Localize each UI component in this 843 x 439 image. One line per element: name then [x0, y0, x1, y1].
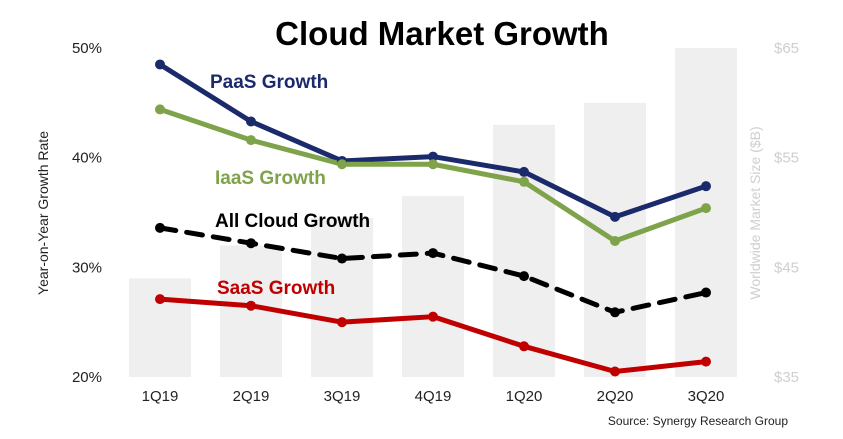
paas-series-label: PaaS Growth	[210, 72, 328, 93]
x-axis-ticks: 1Q19 2Q19 3Q19 4Q19 1Q20 2Q20 3Q20	[142, 388, 725, 405]
series-point-iaas-growth-3Q20	[701, 203, 711, 214]
x-tick-label: 3Q20	[688, 388, 725, 405]
series-point-iaas-growth-2Q19	[246, 135, 256, 146]
series-point-saas-growth-2Q20	[610, 366, 620, 377]
x-tick-label: 2Q20	[597, 388, 634, 405]
series-point-paas-growth-4Q19	[428, 151, 438, 162]
market-size-bar-1Q19	[129, 278, 191, 377]
y2-tick-label: $55	[774, 150, 799, 167]
series-point-iaas-growth-1Q20	[519, 176, 529, 187]
x-tick-label: 3Q19	[324, 388, 361, 405]
growth-points	[155, 59, 711, 377]
y2-tick-label: $35	[774, 369, 799, 386]
series-point-saas-growth-3Q20	[701, 356, 711, 367]
left-axis-ticks: 20% 30% 40% 50%	[72, 40, 102, 386]
series-point-paas-growth-2Q19	[246, 116, 256, 127]
series-point-paas-growth-1Q20	[519, 166, 529, 177]
series-point-saas-growth-1Q19	[155, 294, 165, 305]
iaas-series-label: IaaS Growth	[215, 168, 326, 189]
market-size-bar-3Q19	[311, 217, 373, 377]
series-point-saas-growth-4Q19	[428, 311, 438, 322]
y-tick-label: 40%	[72, 150, 102, 167]
x-tick-label: 2Q19	[233, 388, 270, 405]
series-point-paas-growth-3Q20	[701, 181, 711, 192]
series-point-paas-growth-1Q19	[155, 59, 165, 70]
series-point-iaas-growth-3Q19	[337, 159, 347, 170]
series-point-iaas-growth-1Q19	[155, 104, 165, 115]
series-point-all-cloud-growth-4Q19	[428, 248, 438, 259]
series-point-all-cloud-growth-2Q20	[610, 307, 620, 318]
x-tick-label: 4Q19	[415, 388, 452, 405]
series-point-all-cloud-growth-3Q20	[701, 287, 711, 298]
series-point-saas-growth-1Q20	[519, 341, 529, 352]
y-tick-label: 50%	[72, 40, 102, 57]
series-point-saas-growth-2Q19	[246, 300, 256, 311]
x-tick-label: 1Q20	[506, 388, 543, 405]
y-axis-label: Year-on-Year Growth Rate	[35, 131, 51, 295]
series-point-all-cloud-growth-2Q19	[246, 238, 256, 249]
y2-axis-label: Worldwide Market Size ($B)	[747, 126, 763, 299]
all-cloud-series-label: All Cloud Growth	[215, 211, 370, 232]
market-size-bar-4Q19	[402, 196, 464, 377]
saas-series-label: SaaS Growth	[217, 278, 335, 299]
series-point-saas-growth-3Q19	[337, 317, 347, 328]
y-tick-label: 20%	[72, 369, 102, 386]
series-point-all-cloud-growth-1Q20	[519, 271, 529, 282]
series-point-all-cloud-growth-1Q19	[155, 222, 165, 233]
source-note: Source: Synergy Research Group	[608, 414, 788, 428]
series-point-iaas-growth-4Q19	[428, 159, 438, 170]
chart-title: Cloud Market Growth	[275, 15, 609, 52]
series-point-paas-growth-2Q20	[610, 211, 620, 222]
right-axis-ticks: $35 $45 $55 $65	[774, 40, 799, 386]
y2-tick-label: $65	[774, 40, 799, 57]
x-tick-label: 1Q19	[142, 388, 179, 405]
series-point-iaas-growth-2Q20	[610, 236, 620, 247]
y2-tick-label: $45	[774, 259, 799, 276]
y-tick-label: 30%	[72, 259, 102, 276]
series-point-all-cloud-growth-3Q19	[337, 253, 347, 264]
